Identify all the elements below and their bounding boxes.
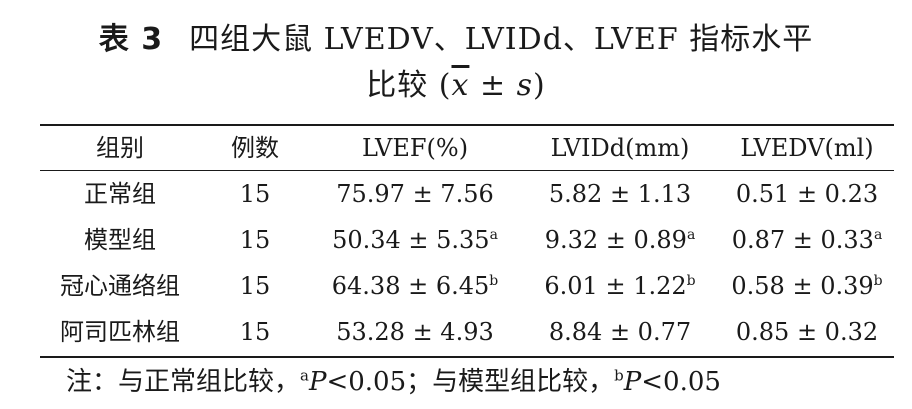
lvef-value: 64.38 ± 6.45 — [331, 272, 490, 300]
lvef-value: 53.28 ± 4.93 — [336, 318, 494, 346]
cell-count: 15 — [239, 226, 271, 254]
cell-lvidd: 5.82 ± 1.13 — [520, 172, 720, 218]
cell-lvef: 53.28 ± 4.93 — [310, 310, 520, 356]
cell-lvidd: 9.32 ± 0.89a — [520, 218, 720, 264]
lvidd-value: 6.01 ± 1.22 — [544, 272, 687, 300]
lvef-value: 50.34 ± 5.35 — [332, 226, 490, 254]
cell-lvidd: 6.01 ± 1.22b — [520, 264, 720, 310]
table-title-line1: 四组大鼠 LVEDV、LVIDd、LVEF 指标水平 — [189, 22, 814, 57]
cell-group: 正常组 — [84, 180, 156, 208]
note-sup-a: a — [300, 366, 309, 385]
note-val-b: <0.05 — [641, 367, 721, 397]
table-label: 表 3 — [98, 22, 164, 57]
lvidd-value: 9.32 ± 0.89 — [544, 226, 687, 254]
mean-symbol: x — [451, 68, 470, 103]
table-row: 阿司匹林组 15 53.28 ± 4.93 8.84 ± 0.77 0.85 ±… — [40, 310, 894, 356]
lvidd-value: 8.84 ± 0.77 — [548, 318, 692, 346]
table-title-line2: 比较 (x ± s) — [0, 66, 912, 106]
table-footnote: 注：与正常组比较，aP<0.05；与模型组比较，bP<0.05 — [66, 362, 721, 402]
title-line2-prefix: 比较 ( — [366, 68, 452, 103]
note-p-a: P — [308, 367, 327, 397]
lvidd-value: 5.82 ± 1.13 — [548, 180, 692, 208]
lvef-sup: a — [489, 227, 498, 243]
title-line2-suffix: ) — [533, 68, 546, 103]
lvedv-value: 0.51 ± 0.23 — [735, 180, 879, 208]
header-lvef: LVEF(%) — [361, 134, 469, 162]
header-group: 组别 — [96, 134, 144, 162]
note-sup-b: b — [614, 366, 624, 385]
cell-lvedv: 0.85 ± 0.32 — [720, 310, 894, 356]
table-bottom-rule — [40, 356, 894, 358]
cell-lvef: 64.38 ± 6.45b — [310, 264, 520, 310]
cell-group: 冠心通络组 — [60, 272, 180, 300]
note-val-a: <0.05；与模型组比较， — [326, 367, 615, 397]
plus-minus-symbol: ± — [469, 68, 517, 103]
cell-count: 15 — [239, 180, 271, 208]
cell-lvedv: 0.51 ± 0.23 — [720, 172, 894, 218]
cell-lvidd: 8.84 ± 0.77 — [520, 310, 720, 356]
header-count: 例数 — [231, 134, 279, 162]
lvedv-value: 0.85 ± 0.32 — [735, 318, 879, 346]
lvidd-sup: a — [686, 227, 696, 243]
lvedv-sup: a — [873, 227, 883, 243]
lvedv-value: 0.87 ± 0.33 — [731, 226, 874, 254]
cell-lvedv: 0.58 ± 0.39b — [720, 264, 894, 310]
sd-symbol: s — [516, 68, 534, 103]
cell-lvef: 75.97 ± 7.56 — [310, 172, 520, 218]
header-lvidd: LVIDd(mm) — [550, 134, 690, 162]
note-p-b: P — [623, 367, 642, 397]
lvedv-value: 0.58 ± 0.39 — [731, 272, 874, 300]
note-prefix: 注：与正常组比较， — [66, 367, 301, 397]
table-header-row: 组别 例数 LVEF(%) LVIDd(mm) LVEDV(ml) — [40, 126, 894, 170]
table-row: 正常组 15 75.97 ± 7.56 5.82 ± 1.13 0.51 ± 0… — [40, 172, 894, 218]
table-row: 模型组 15 50.34 ± 5.35a 9.32 ± 0.89a 0.87 ±… — [40, 218, 894, 264]
cell-group: 阿司匹林组 — [60, 318, 180, 346]
table-top-rule — [40, 124, 894, 126]
table-row: 冠心通络组 15 64.38 ± 6.45b 6.01 ± 1.22b 0.58… — [40, 264, 894, 310]
table-header-rule — [40, 170, 894, 171]
cell-lvef: 50.34 ± 5.35a — [310, 218, 520, 264]
cell-count: 15 — [239, 318, 271, 346]
header-lvedv: LVEDV(ml) — [740, 134, 874, 162]
cell-lvedv: 0.87 ± 0.33a — [720, 218, 894, 264]
lvidd-sup: b — [686, 273, 696, 289]
cell-count: 15 — [239, 272, 271, 300]
lvef-sup: b — [489, 273, 499, 289]
cell-group: 模型组 — [84, 226, 156, 254]
lvef-value: 75.97 ± 7.56 — [336, 180, 494, 208]
table-title: 表 3 四组大鼠 LVEDV、LVIDd、LVEF 指标水平 — [0, 20, 912, 60]
lvedv-sup: b — [873, 273, 883, 289]
